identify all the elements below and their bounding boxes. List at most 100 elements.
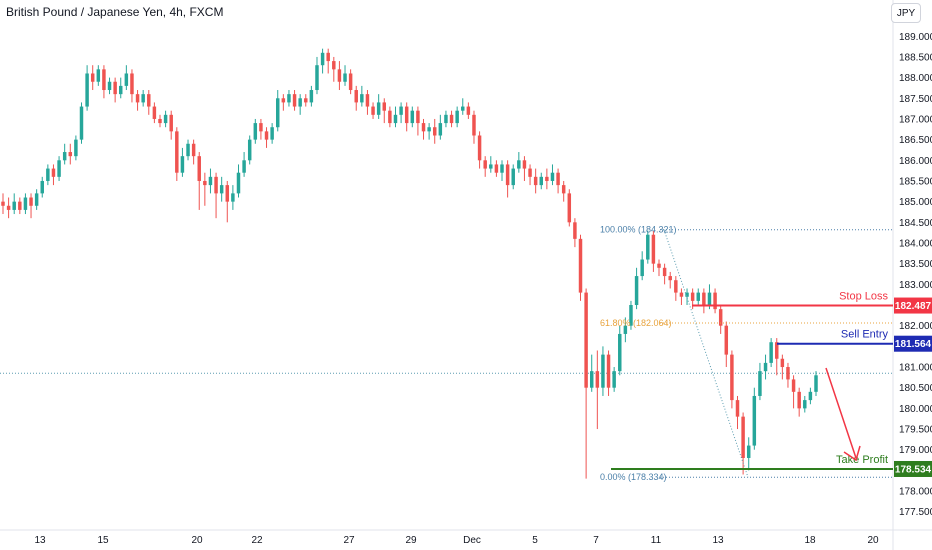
candle-body xyxy=(623,325,628,334)
candle xyxy=(797,387,801,417)
candle-body xyxy=(365,94,370,107)
candle xyxy=(242,152,246,177)
candle-body xyxy=(618,333,622,372)
candle-body xyxy=(46,168,50,181)
candle xyxy=(371,102,375,119)
candle-body xyxy=(410,110,415,124)
candle xyxy=(763,354,768,380)
candle xyxy=(449,110,454,128)
candle-body xyxy=(477,135,482,161)
candle-body xyxy=(780,358,785,368)
candle xyxy=(348,69,353,95)
candle-body xyxy=(85,73,89,107)
candle xyxy=(141,90,145,107)
candle-body xyxy=(427,127,431,132)
candle xyxy=(113,77,117,103)
candle xyxy=(90,65,95,91)
candle xyxy=(718,305,723,334)
candle-body xyxy=(797,391,801,409)
candle xyxy=(225,180,230,223)
candle xyxy=(578,234,583,301)
candle-body xyxy=(304,98,308,103)
candle-body xyxy=(702,292,706,306)
candle-body xyxy=(225,185,230,202)
candle xyxy=(758,362,762,401)
candle xyxy=(416,106,420,136)
candle-body xyxy=(404,106,409,124)
candle-body xyxy=(763,362,768,372)
candle-body xyxy=(320,52,325,66)
candle-body xyxy=(371,106,375,115)
y-tick-label: 183.000 xyxy=(899,280,932,291)
candle xyxy=(85,65,89,111)
stop-loss-price: 182.487 xyxy=(895,301,932,312)
arrow-head xyxy=(843,445,861,462)
candle-body xyxy=(1,201,5,206)
chart-title: British Pound / Japanese Yen, 4h, FXCM xyxy=(6,5,224,19)
candle xyxy=(292,90,297,111)
candle xyxy=(584,288,588,479)
candle-body xyxy=(556,172,560,186)
candle xyxy=(62,143,67,165)
candle-body xyxy=(629,305,633,326)
candle-body xyxy=(489,164,493,169)
candle xyxy=(124,65,129,91)
candle-body xyxy=(589,371,594,388)
x-tick-label: 29 xyxy=(405,535,417,546)
candle xyxy=(494,160,499,177)
candle-body xyxy=(444,114,448,124)
candle-body xyxy=(595,371,600,388)
candle xyxy=(102,65,106,99)
y-tick-label: 182.000 xyxy=(899,321,932,332)
candle-body xyxy=(40,180,44,194)
candle-body xyxy=(74,139,78,157)
candle-body xyxy=(786,367,790,380)
candle-body xyxy=(275,98,280,128)
candle xyxy=(483,156,487,177)
candle-body xyxy=(550,172,555,181)
candle xyxy=(180,147,185,177)
x-tick-label: 5 xyxy=(532,535,538,546)
candle-body xyxy=(690,292,695,301)
candle xyxy=(685,288,689,306)
candle xyxy=(169,110,173,140)
candle-body xyxy=(517,160,521,169)
candle xyxy=(287,90,291,107)
candle xyxy=(382,98,387,124)
y-tick-label: 179.500 xyxy=(899,425,932,436)
currency-selector[interactable]: JPY xyxy=(891,3,921,23)
y-tick-label: 188.000 xyxy=(899,73,932,84)
candle xyxy=(539,172,544,190)
candle xyxy=(259,118,263,140)
take-profit-label: Take Profit xyxy=(836,454,888,466)
candle xyxy=(57,156,61,181)
candle-body xyxy=(522,160,527,169)
candle xyxy=(500,160,504,181)
candle xyxy=(29,193,33,219)
candle-body xyxy=(752,395,757,446)
candle xyxy=(517,152,521,173)
y-tick-label: 186.500 xyxy=(899,135,932,146)
candle xyxy=(247,135,252,165)
candle-body xyxy=(270,127,274,140)
candle xyxy=(545,168,549,190)
x-tick-label: 13 xyxy=(712,535,724,546)
candle-body xyxy=(573,222,577,239)
candle-body xyxy=(152,106,157,119)
candle-body xyxy=(191,143,196,157)
candle xyxy=(791,375,796,409)
candle-body xyxy=(662,267,667,277)
candle xyxy=(46,164,50,186)
arrow-shaft xyxy=(825,367,857,459)
candle xyxy=(410,106,415,128)
candle xyxy=(438,114,443,140)
candle xyxy=(472,110,476,144)
candle-body xyxy=(601,354,605,388)
x-tick-label: 18 xyxy=(804,535,816,546)
candle-body xyxy=(102,69,106,91)
x-tick-label: 15 xyxy=(97,535,109,546)
candle xyxy=(724,321,729,368)
candle-body xyxy=(203,180,207,186)
candle xyxy=(343,65,347,86)
